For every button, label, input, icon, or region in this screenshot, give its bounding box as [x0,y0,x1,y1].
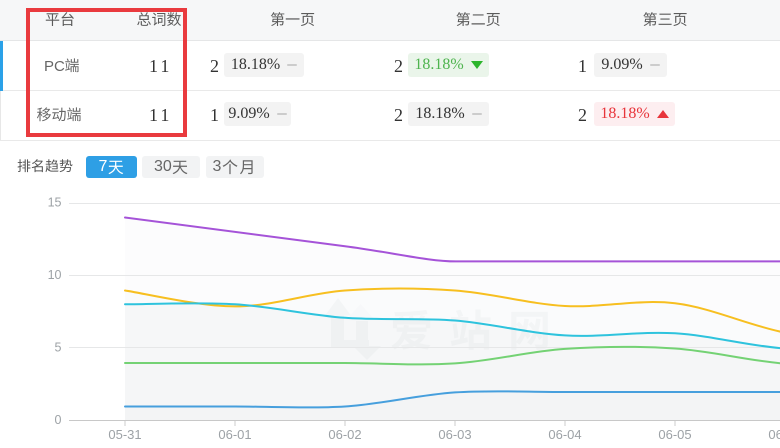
svg-text:0: 0 [55,413,62,427]
svg-text:06-03: 06-03 [438,427,471,442]
svg-text:06-01: 06-01 [218,427,251,442]
svg-text:10: 10 [48,268,62,282]
svg-text:06-02: 06-02 [328,427,361,442]
svg-text:05-31: 05-31 [108,427,141,442]
svg-text:06-06: 06-06 [768,427,780,442]
svg-text:15: 15 [48,196,62,210]
svg-text:06-04: 06-04 [548,427,581,442]
svg-text:06-05: 06-05 [658,427,691,442]
svg-text:5: 5 [55,341,62,355]
